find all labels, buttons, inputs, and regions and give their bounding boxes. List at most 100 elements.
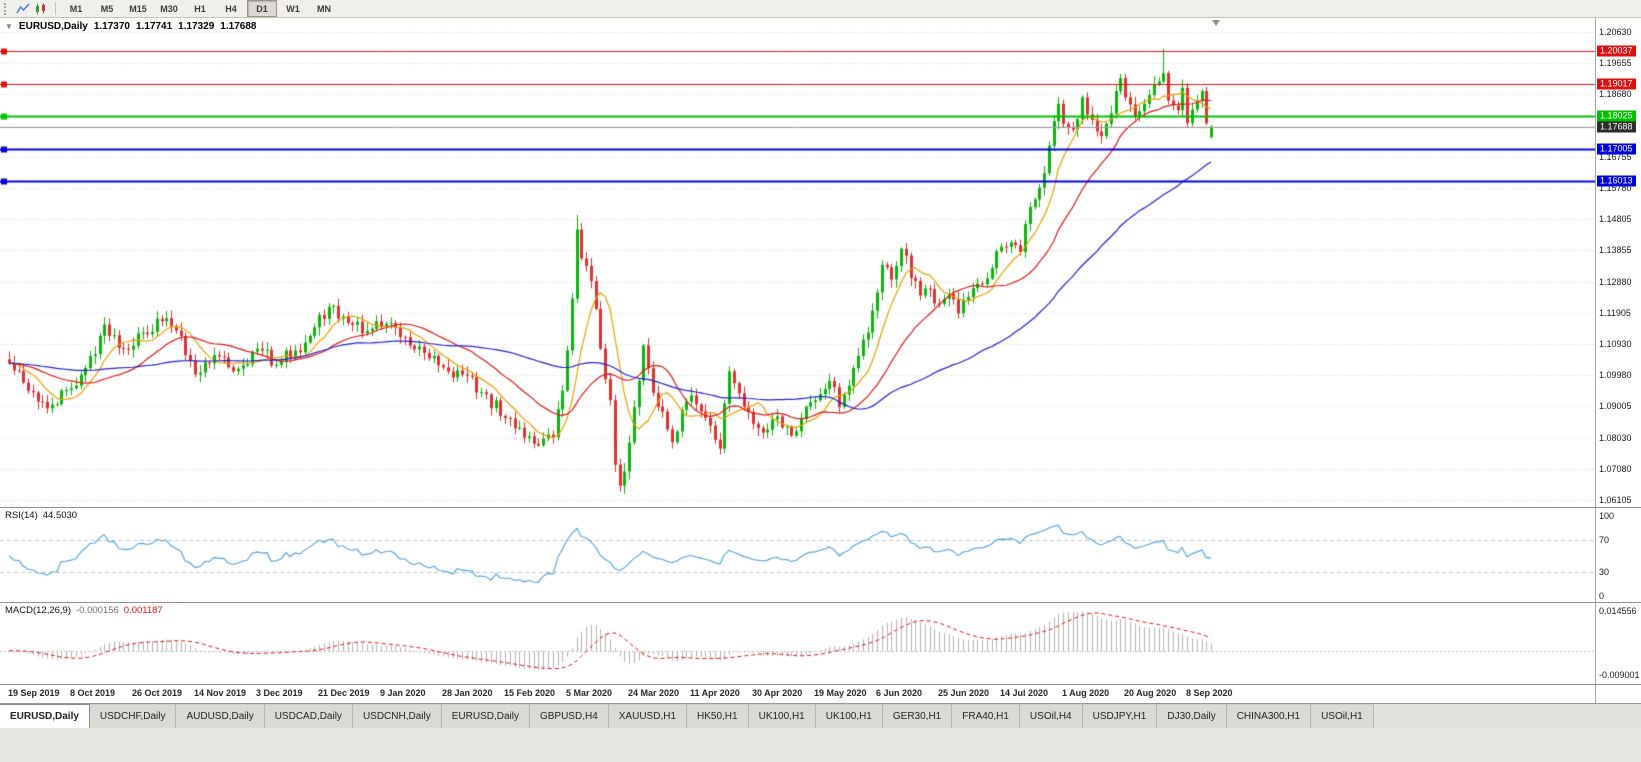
- price-axis[interactable]: 1.206301.196551.186801.177051.167551.157…: [1595, 18, 1641, 507]
- macd-name: MACD(12,26,9): [5, 605, 71, 616]
- date-tick: 19 Sep 2019: [8, 688, 60, 698]
- rsi-value: 44.5030: [42, 510, 78, 521]
- collapse-indicator-icon[interactable]: ▼: [5, 22, 13, 31]
- chart-tab-fra40-h1[interactable]: FRA40,H1: [952, 704, 1020, 728]
- main-chart-pane: ▼ EURUSD,Daily 1.17370 1.17741 1.17329 1…: [0, 18, 1641, 507]
- timeframe-h4[interactable]: H4: [225, 3, 237, 14]
- rsi-tick: 0: [1599, 591, 1605, 601]
- chart-tab-dj30-daily[interactable]: DJ30,Daily: [1157, 704, 1227, 728]
- rsi-tick: 100: [1599, 511, 1615, 521]
- rsi-canvas[interactable]: [0, 508, 1595, 603]
- timeframe-h1[interactable]: H1: [194, 3, 206, 14]
- date-tick: 19 May 2020: [814, 688, 867, 698]
- price-tick: 1.12880: [1599, 276, 1632, 287]
- chart-tab-usdchf-daily[interactable]: USDCHF,Daily: [89, 704, 177, 728]
- price-level-label: 1.16013: [1597, 175, 1636, 187]
- date-tick: 8 Oct 2019: [70, 688, 116, 698]
- line-chart-icon[interactable]: [15, 2, 31, 16]
- chart-tab-bar: EURUSD,Daily USDCHF,Daily AUDUSD,Daily USDC…: [0, 703, 1641, 728]
- price-level-label: 1.17005: [1597, 143, 1636, 155]
- date-tick: 25 Jun 2020: [938, 688, 990, 698]
- rsi-pane: RSI(14) 44.5030 100 70 30 0: [0, 507, 1641, 603]
- macd-tick-top: 0.014556: [1599, 606, 1637, 616]
- chart-tab-usdcad-daily[interactable]: USDCAD,Daily: [264, 704, 353, 728]
- chart-tab-usdcnh-daily[interactable]: USDCNH,Daily: [352, 704, 442, 728]
- date-tick: 8 Sep 2020: [1186, 688, 1233, 698]
- chart-tab-usdjpy-h1[interactable]: USDJPY,H1: [1082, 704, 1158, 728]
- price-tick: 1.09980: [1599, 370, 1632, 381]
- status-strip: [0, 728, 1641, 762]
- price-tick: 1.06105: [1599, 495, 1632, 505]
- timeframe-m15[interactable]: M15: [129, 3, 147, 14]
- rsi-name: RSI(14): [5, 510, 38, 521]
- date-tick: 1 Aug 2020: [1062, 688, 1110, 698]
- price-tick: 1.13855: [1599, 245, 1632, 256]
- timeframe-m5[interactable]: M5: [100, 3, 114, 14]
- timeframe-w1[interactable]: W1: [286, 3, 300, 14]
- date-tick: 9 Jan 2020: [380, 688, 426, 698]
- date-tick: 14 Nov 2019: [194, 688, 247, 698]
- macd-canvas[interactable]: [0, 603, 1595, 685]
- chart-tab-xauusd-h1[interactable]: XAUUSD,H1: [608, 704, 688, 728]
- chart-shift-marker[interactable]: [1212, 20, 1220, 26]
- date-tick: 15 Feb 2020: [504, 688, 556, 698]
- macd-axis[interactable]: 0.014556 -0.009001: [1595, 603, 1641, 684]
- date-tick: 24 Mar 2020: [628, 688, 680, 698]
- toolbar-grip[interactable]: [4, 2, 9, 15]
- chart-tab-audusd-daily[interactable]: AUDUSD,Daily: [176, 704, 265, 728]
- timeframe-m30[interactable]: M30: [160, 3, 178, 14]
- toolbar-separator: [55, 2, 56, 15]
- chart-tab-hk50-h1[interactable]: HK50,H1: [687, 704, 749, 728]
- chart-tab-gbpusd-h4[interactable]: GBPUSD,H4: [529, 704, 609, 728]
- date-tick: 6 Jun 2020: [876, 688, 923, 698]
- date-tick: 26 Oct 2019: [132, 688, 183, 698]
- price-tick: 1.11905: [1599, 307, 1631, 318]
- timeframe-d1[interactable]: D1: [247, 0, 277, 17]
- price-tick: 1.20630: [1599, 27, 1632, 37]
- timeframe-mn[interactable]: MN: [317, 3, 331, 14]
- chart-tab-uk100-h1[interactable]: UK100,H1: [815, 704, 883, 728]
- price-tick: 1.19655: [1599, 58, 1632, 69]
- chart-workspace: ▼ EURUSD,Daily 1.17370 1.17741 1.17329 1…: [0, 18, 1641, 703]
- candlestick-icon[interactable]: [33, 2, 49, 16]
- main-chart-canvas[interactable]: [0, 18, 1595, 507]
- chart-tab-ger30-h1[interactable]: GER30,H1: [882, 704, 953, 728]
- date-tick: 30 Apr 2020: [752, 688, 803, 698]
- chart-tab-usoil-h1[interactable]: USOil,H1: [1311, 704, 1374, 728]
- top-toolbar: M1 M5 M15 M30 H1 H4 D1 W1 MN: [0, 0, 1641, 18]
- rsi-axis[interactable]: 100 70 30 0: [1595, 508, 1641, 602]
- time-axis[interactable]: 19 Sep 2019 8 Oct 2019 26 Oct 2019 14 Nov 2…: [0, 685, 1595, 704]
- macd-value-main: -0.000156: [76, 605, 119, 616]
- timeframe-toolbar: M1 M5 M15 M30 H1 H4 D1 W1 MN: [61, 0, 339, 17]
- price-tick: 1.14805: [1599, 214, 1632, 225]
- macd-pane: MACD(12,26,9) -0.000156 0.001187 0.01455…: [0, 602, 1641, 685]
- chart-ohlc-title: ▼ EURUSD,Daily 1.17370 1.17741 1.17329 1…: [5, 21, 256, 32]
- date-tick: 11 Apr 2020: [690, 688, 740, 698]
- date-tick: 20 Aug 2020: [1124, 688, 1177, 698]
- date-tick: 3 Dec 2019: [256, 688, 303, 698]
- time-axis-pane[interactable]: 19 Sep 2019 8 Oct 2019 26 Oct 2019 14 Nov 2…: [0, 684, 1641, 703]
- date-tick: 14 Jul 2020: [1000, 688, 1049, 698]
- price-tick: 1.18680: [1599, 89, 1632, 100]
- chart-tab-usoil-h4[interactable]: USOil,H4: [1019, 704, 1083, 728]
- price-tick: 1.07080: [1599, 463, 1632, 474]
- price-tick: 1.15780: [1599, 183, 1632, 193]
- rsi-tick: 70: [1599, 535, 1610, 545]
- ohlc-close: 1.17688: [220, 21, 257, 32]
- macd-label: MACD(12,26,9) -0.000156 0.001187: [5, 605, 163, 616]
- price-level-label: 1.18025: [1597, 110, 1636, 122]
- chart-tab-eurusd-daily[interactable]: EURUSD,Daily: [441, 704, 530, 728]
- chart-symbol-period: EURUSD,Daily: [18, 21, 88, 32]
- chart-tab-china300-h1[interactable]: CHINA300,H1: [1226, 704, 1312, 728]
- date-tick: 21 Dec 2019: [318, 688, 370, 698]
- date-tick: 28 Jan 2020: [442, 688, 493, 698]
- date-tick: 5 Mar 2020: [566, 688, 613, 698]
- ohlc-low: 1.17329: [178, 21, 215, 32]
- rsi-label: RSI(14) 44.5030: [5, 510, 77, 521]
- timeframe-m1[interactable]: M1: [69, 3, 83, 14]
- price-tick: 1.10930: [1599, 339, 1632, 349]
- chart-tab-eurusd-daily[interactable]: EURUSD,Daily: [0, 704, 90, 728]
- time-axis-corner: [1595, 685, 1641, 703]
- macd-tick-bottom: -0.009001: [1599, 670, 1640, 680]
- chart-tab-uk100-h1[interactable]: UK100,H1: [748, 704, 816, 728]
